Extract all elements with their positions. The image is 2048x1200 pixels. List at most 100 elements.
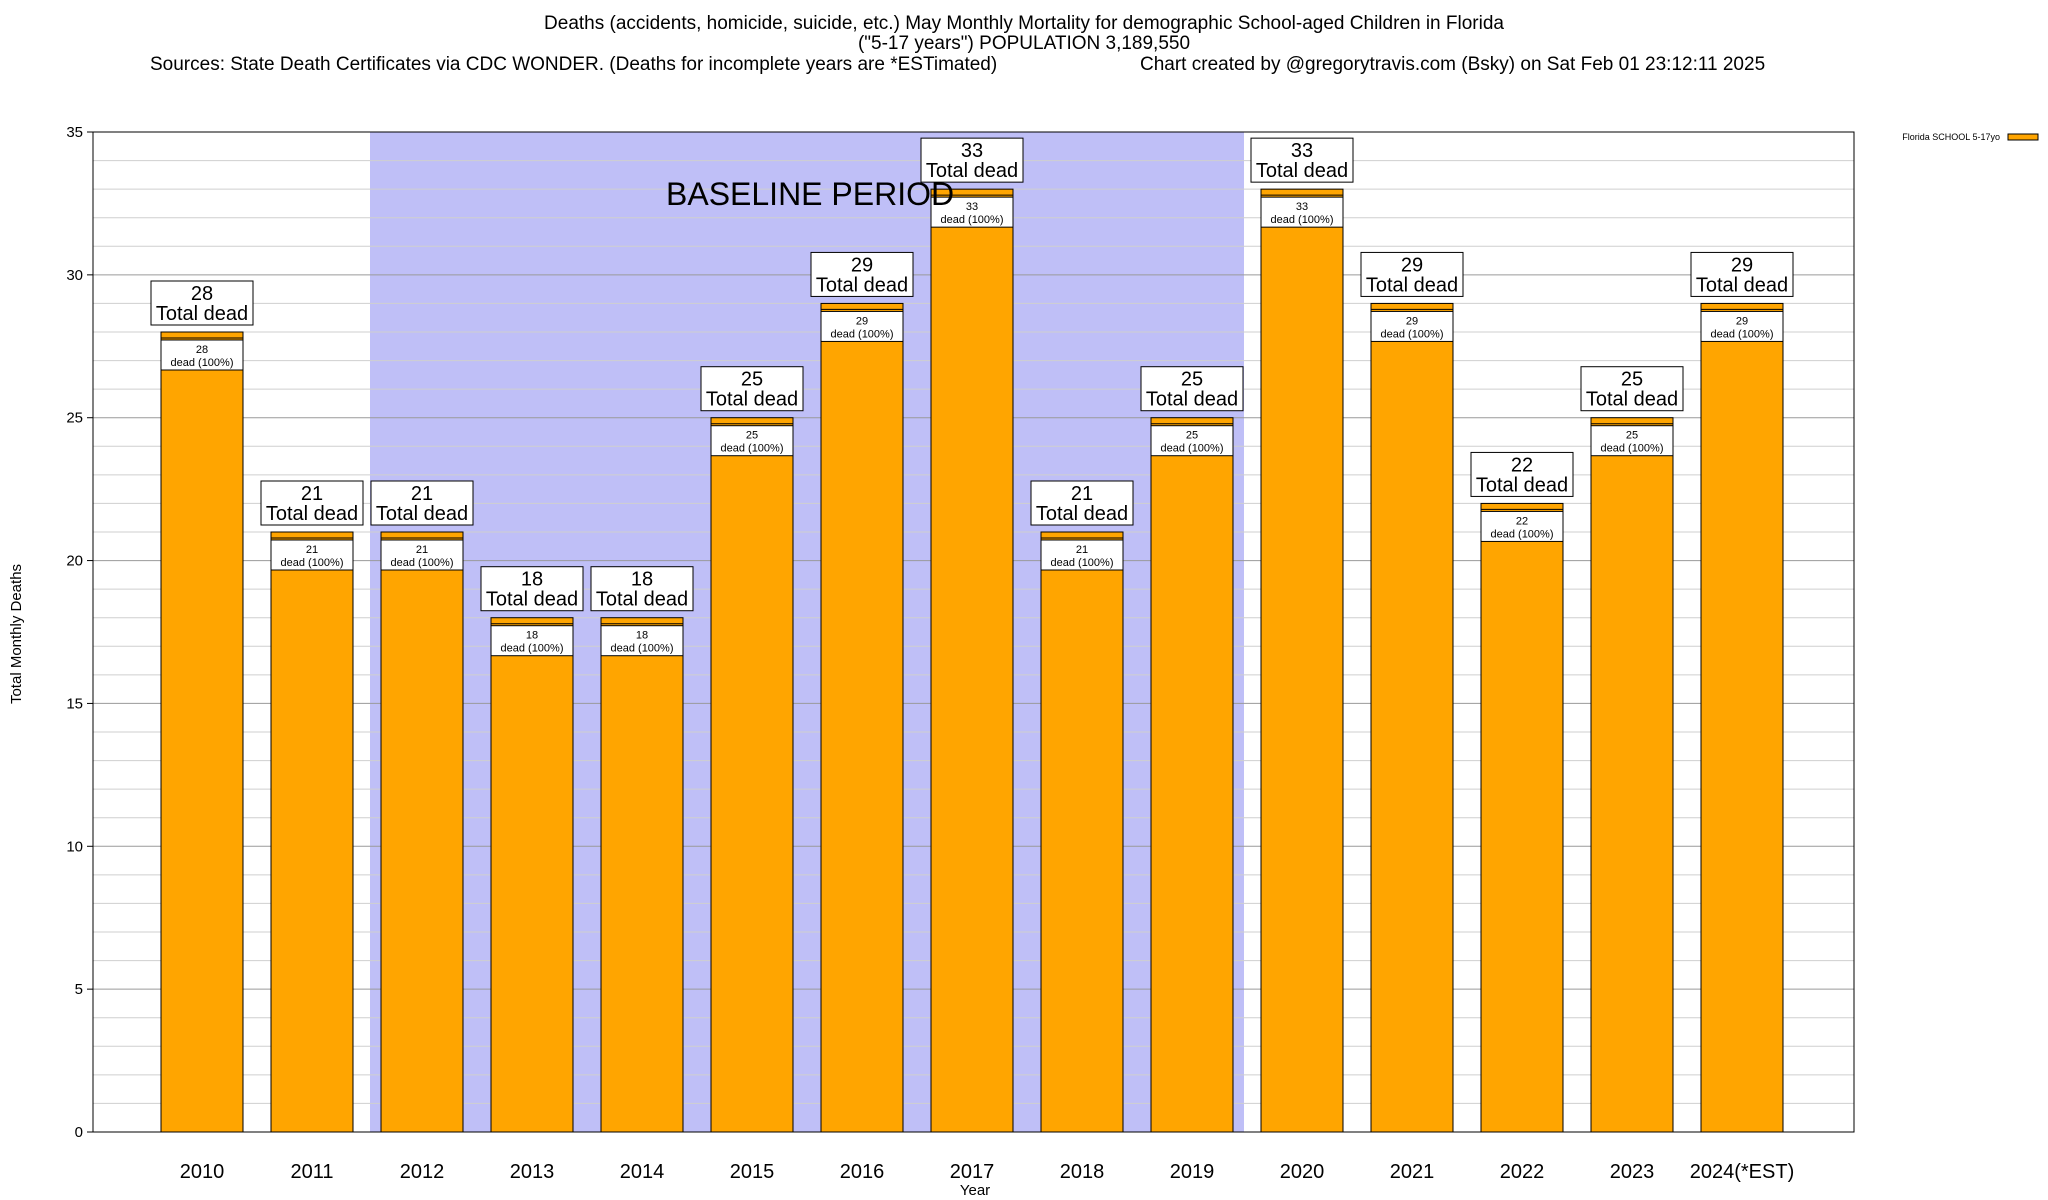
total-dead-label: Total dead bbox=[1586, 389, 1678, 411]
inner-value-label: 29 bbox=[1406, 315, 1418, 327]
inner-dead-label: dead (100%) bbox=[721, 443, 784, 455]
x-tick-label: 2010 bbox=[180, 1161, 225, 1183]
inner-value-label: 21 bbox=[1076, 544, 1088, 556]
bar bbox=[490, 617, 574, 1133]
total-label-box bbox=[1580, 366, 1684, 412]
x-tick-label: 2018 bbox=[1060, 1161, 1105, 1183]
bar bbox=[160, 331, 244, 1133]
total-value-label: 29 bbox=[1731, 254, 1753, 276]
x-tick-label: 2020 bbox=[1280, 1161, 1325, 1183]
bar bbox=[380, 531, 464, 1133]
x-tick-label: 2012 bbox=[400, 1161, 445, 1183]
bar bbox=[1040, 531, 1124, 1133]
inner-dead-label: dead (100%) bbox=[1711, 328, 1774, 340]
inner-label-box bbox=[1260, 196, 1344, 228]
x-tick-label: 2021 bbox=[1390, 1161, 1435, 1183]
total-label-box bbox=[370, 480, 474, 526]
total-dead-label: Total dead bbox=[486, 589, 578, 611]
inner-label-box bbox=[930, 196, 1014, 228]
total-dead-label: Total dead bbox=[1366, 274, 1458, 296]
inner-value-label: 25 bbox=[1186, 430, 1198, 442]
inner-dead-label: dead (100%) bbox=[1271, 214, 1334, 226]
x-axis-label: Year bbox=[960, 1182, 990, 1199]
inner-dead-label: dead (100%) bbox=[1051, 557, 1114, 569]
bar bbox=[710, 417, 794, 1133]
bar bbox=[1480, 502, 1564, 1133]
total-value-label: 33 bbox=[961, 140, 983, 162]
y-tick-label: 25 bbox=[66, 410, 83, 427]
x-tick-label: 2024(*EST) bbox=[1690, 1161, 1795, 1183]
total-dead-label: Total dead bbox=[1696, 274, 1788, 296]
total-label-box bbox=[480, 566, 584, 612]
x-tick-label: 2015 bbox=[730, 1161, 775, 1183]
total-value-label: 33 bbox=[1291, 140, 1313, 162]
legend-label: Florida SCHOOL 5-17yo bbox=[1902, 132, 2000, 142]
y-tick-label: 15 bbox=[66, 695, 83, 712]
chart-subtitle: ("5-17 years") POPULATION 3,189,550 bbox=[857, 33, 1191, 54]
inner-dead-label: dead (100%) bbox=[1381, 328, 1444, 340]
total-label-box bbox=[1470, 451, 1574, 497]
inner-dead-label: dead (100%) bbox=[391, 557, 454, 569]
total-value-label: 28 bbox=[191, 283, 213, 305]
inner-value-label: 28 bbox=[196, 344, 208, 356]
total-dead-label: Total dead bbox=[376, 503, 468, 525]
sources-note: Sources: State Death Certificates via CD… bbox=[150, 54, 998, 75]
axes: 0 5 10 15 20 25 30 35 2010 2011 2012 2013 2014 2015 20… bbox=[66, 124, 1855, 1183]
inner-label-box bbox=[710, 425, 794, 457]
inner-label-box bbox=[380, 539, 464, 571]
total-dead-label: Total dead bbox=[1476, 474, 1568, 496]
total-dead-label: Total dead bbox=[926, 160, 1018, 182]
bar bbox=[930, 188, 1014, 1133]
credit-note: Chart created by @gregorytravis.com (Bsk… bbox=[1140, 54, 1766, 75]
total-value-label: 22 bbox=[1511, 454, 1533, 476]
inner-value-label: 29 bbox=[1736, 315, 1748, 327]
inner-label-box bbox=[600, 625, 684, 657]
total-label-box bbox=[810, 251, 914, 297]
x-tick-label: 2016 bbox=[840, 1161, 885, 1183]
inner-value-label: 25 bbox=[746, 430, 758, 442]
y-tick-label: 20 bbox=[66, 553, 83, 570]
total-value-label: 25 bbox=[741, 369, 763, 391]
inner-label-box bbox=[160, 339, 244, 371]
inner-dead-label: dead (100%) bbox=[831, 328, 894, 340]
total-value-label: 21 bbox=[411, 483, 433, 505]
inner-value-label: 33 bbox=[1296, 201, 1308, 213]
total-value-label: 21 bbox=[1071, 483, 1093, 505]
y-tick-label: 35 bbox=[66, 124, 83, 141]
inner-value-label: 25 bbox=[1626, 430, 1638, 442]
inner-value-label: 29 bbox=[856, 315, 868, 327]
y-axis-label: Total Monthly Deaths bbox=[8, 564, 25, 704]
legend: Florida SCHOOL 5-17yo bbox=[1902, 132, 2039, 142]
inner-value-label: 21 bbox=[416, 544, 428, 556]
total-label-box bbox=[150, 280, 254, 326]
total-label-box bbox=[1140, 366, 1244, 412]
inner-label-box bbox=[1590, 425, 1674, 457]
x-tick-label: 2011 bbox=[290, 1161, 333, 1183]
inner-label-box bbox=[1480, 510, 1564, 542]
total-label-box bbox=[260, 480, 364, 526]
inner-dead-label: dead (100%) bbox=[501, 643, 564, 655]
inner-dead-label: dead (100%) bbox=[1601, 443, 1664, 455]
inner-dead-label: dead (100%) bbox=[1491, 528, 1554, 540]
total-label-box bbox=[1360, 251, 1464, 297]
total-dead-label: Total dead bbox=[596, 589, 688, 611]
total-dead-label: Total dead bbox=[156, 303, 248, 325]
inner-label-box bbox=[1370, 310, 1454, 342]
y-tick-label: 30 bbox=[66, 267, 83, 284]
x-tick-label: 2017 bbox=[950, 1161, 995, 1183]
total-value-label: 18 bbox=[631, 569, 653, 591]
bar bbox=[600, 617, 684, 1133]
total-dead-label: Total dead bbox=[816, 274, 908, 296]
